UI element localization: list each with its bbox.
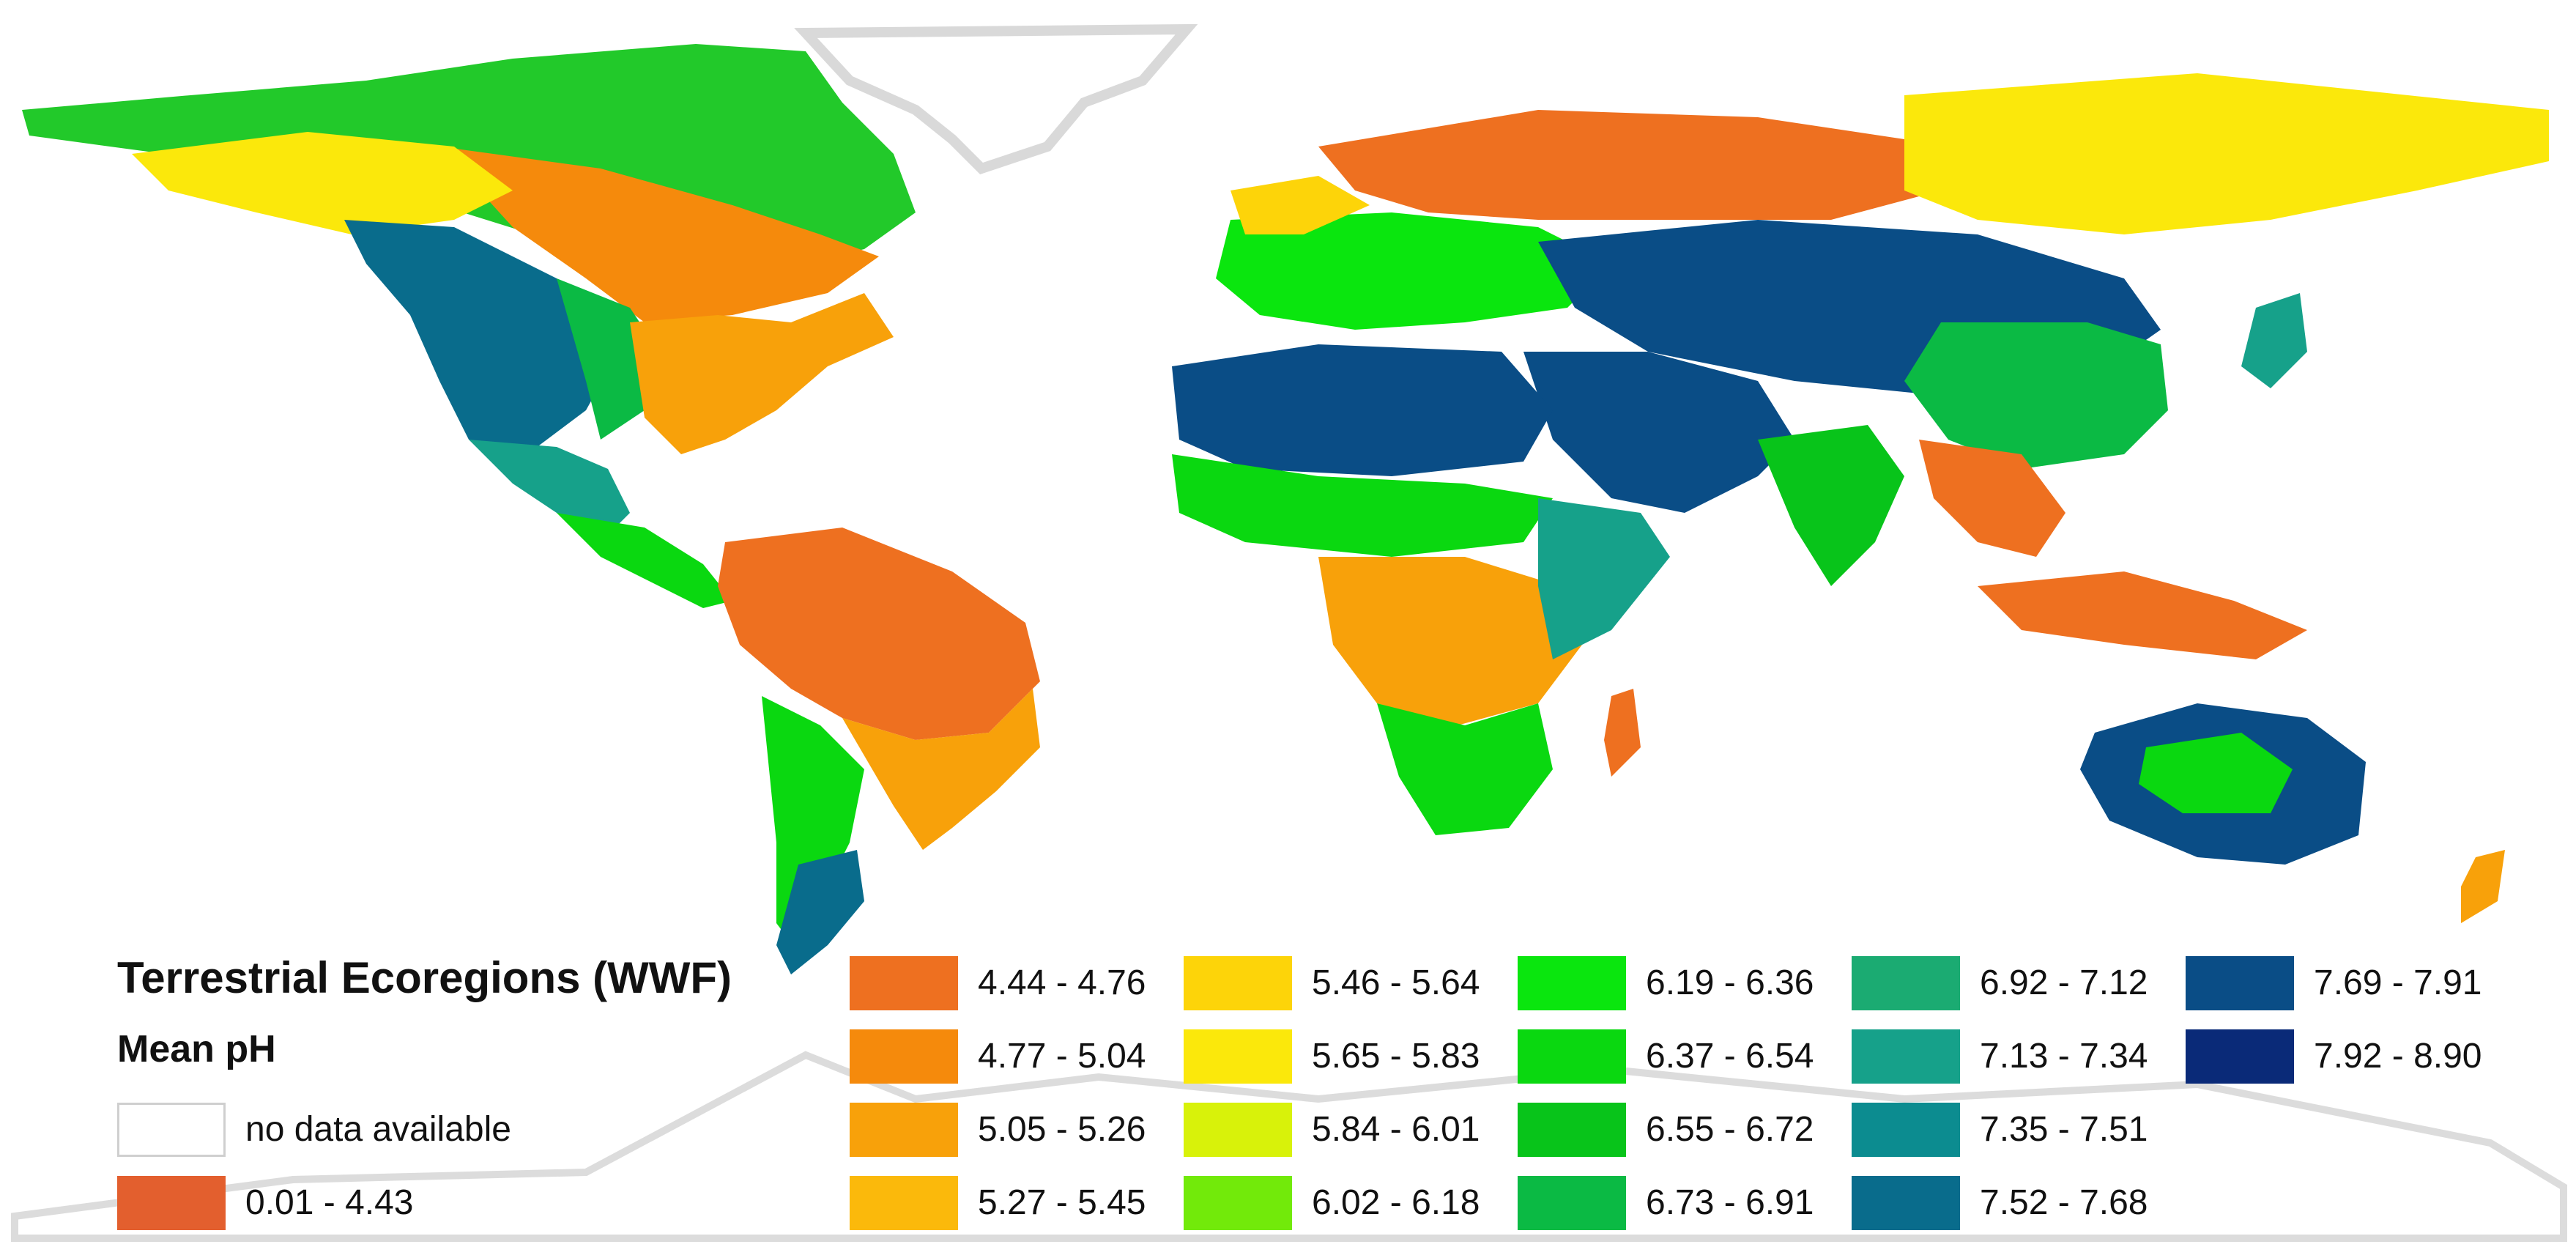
india (1758, 425, 1904, 586)
legend-class-11-swatch (1518, 1103, 1626, 1157)
legend-class-1-label: 4.44 - 4.76 (978, 963, 1146, 1002)
legend-class-14-swatch (1852, 1029, 1960, 1084)
north-america-east (630, 293, 894, 454)
legend-title: Terrestrial Ecoregions (WWF) (117, 953, 732, 1002)
north-america-tundra-yellow (132, 132, 513, 234)
legend-class-0-label: 0.01 - 4.43 (245, 1183, 414, 1222)
legend-class-13-swatch (1852, 956, 1960, 1010)
legend-class-3-swatch (850, 1103, 958, 1157)
legend-class-1-swatch (850, 956, 958, 1010)
europe-north-orange (1231, 176, 1370, 234)
china (1904, 322, 2168, 469)
legend-no-data-swatch (117, 1103, 226, 1157)
legend-class-9-label: 6.19 - 6.36 (1646, 963, 1814, 1002)
legend-class-11-label: 6.55 - 6.72 (1646, 1110, 1814, 1149)
legend-class-9-swatch (1518, 956, 1626, 1010)
legend-class-10-label: 6.37 - 6.54 (1646, 1037, 1814, 1076)
north-america-boreal-orange (439, 147, 879, 322)
legend-class-14-label: 7.13 - 7.34 (1980, 1037, 2148, 1076)
south-america-andes (762, 696, 864, 952)
legend-class-18-label: 7.92 - 8.90 (2314, 1037, 2482, 1076)
legend-class-4-swatch (850, 1176, 958, 1230)
russia-north (1318, 110, 1941, 220)
legend-class-15-swatch (1852, 1103, 1960, 1157)
north-america-west (344, 220, 623, 454)
south-america-south-east (842, 689, 1040, 850)
legend-subtitle: Mean pH (117, 1028, 276, 1070)
australia-interior (2139, 733, 2293, 813)
legend-class-4-label: 5.27 - 5.45 (978, 1183, 1146, 1222)
legend-class-6-swatch (1184, 1029, 1292, 1084)
legend-class-10-swatch (1518, 1029, 1626, 1084)
greenland-region (794, 23, 1198, 175)
legend-class-6-label: 5.65 - 5.83 (1312, 1037, 1480, 1076)
legend-no-data-label: no data available (245, 1110, 511, 1149)
south-america-amazon (718, 528, 1040, 740)
legend-class-15-label: 7.35 - 7.51 (1980, 1110, 2148, 1149)
mexico (469, 440, 630, 542)
legend-class-16-swatch (1852, 1176, 1960, 1230)
legend-class-2-label: 4.77 - 5.04 (978, 1037, 1146, 1076)
legend-class-8-label: 6.02 - 6.18 (1312, 1183, 1480, 1222)
legend-class-3-label: 5.05 - 5.26 (978, 1110, 1146, 1149)
siberia (1904, 73, 2549, 234)
japan (2241, 293, 2307, 388)
africa-east (1538, 498, 1670, 659)
africa-south (1377, 703, 1553, 835)
legend-class-12-swatch (1518, 1176, 1626, 1230)
north-america-plains (557, 278, 659, 440)
middle-east (1523, 352, 1794, 513)
legend-class-17-label: 7.69 - 7.91 (2314, 963, 2482, 1002)
legend-class-16-label: 7.52 - 7.68 (1980, 1183, 2148, 1222)
europe (1216, 212, 1611, 330)
legend-class-18-swatch (2186, 1029, 2294, 1084)
new-zealand (2461, 850, 2505, 923)
legend-class-0-swatch (117, 1176, 226, 1230)
legend-class-7-swatch (1184, 1103, 1292, 1157)
legend-class-5-label: 5.46 - 5.64 (1312, 963, 1480, 1002)
indonesia (1978, 571, 2307, 659)
sahel (1172, 454, 1553, 557)
legend-class-13-label: 6.92 - 7.12 (1980, 963, 2148, 1002)
africa-central (1318, 557, 1582, 725)
madagascar (1604, 689, 1641, 777)
legend-class-2-swatch (850, 1029, 958, 1084)
legend-class-12-label: 6.73 - 6.91 (1646, 1183, 1814, 1222)
legend-class-5-swatch (1184, 956, 1292, 1010)
legend-class-8-swatch (1184, 1176, 1292, 1230)
south-america-patagonia (776, 850, 864, 974)
legend-class-17-swatch (2186, 956, 2294, 1010)
southeast-asia (1919, 440, 2065, 557)
sahara (1172, 344, 1553, 476)
legend-class-7-label: 5.84 - 6.01 (1312, 1110, 1480, 1149)
central-america (557, 513, 732, 608)
